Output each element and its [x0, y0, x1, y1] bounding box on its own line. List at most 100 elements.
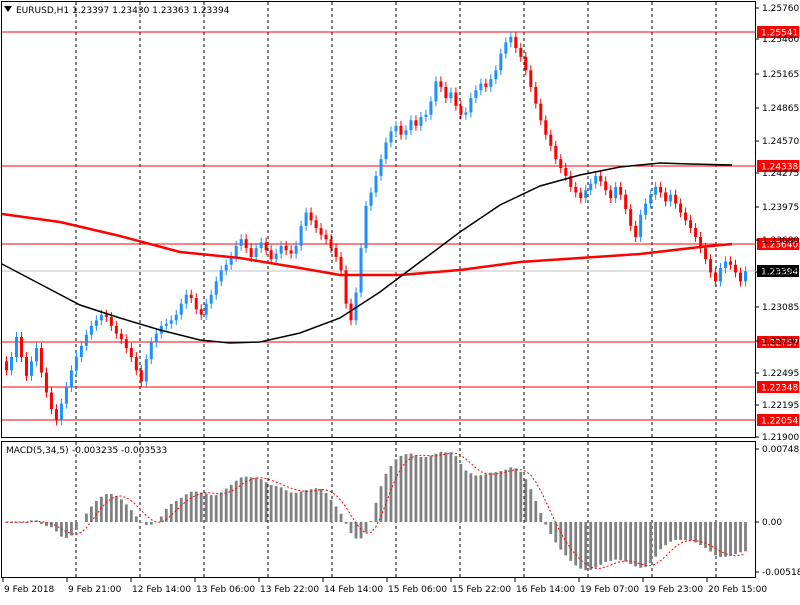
- candle-body: [150, 343, 153, 360]
- macd-bar: [340, 514, 343, 522]
- price-scale-label: 1.25760: [762, 4, 799, 14]
- macd-bar: [420, 457, 423, 522]
- macd-scale-label: 0.007483: [762, 445, 800, 455]
- candle-body: [195, 298, 198, 309]
- time-scale-label: 16 Feb 14:00: [516, 585, 575, 595]
- candle-body: [140, 370, 143, 381]
- macd-bar: [105, 494, 108, 522]
- candle-body: [674, 195, 677, 204]
- candle-body: [669, 195, 672, 202]
- macd-bar: [280, 487, 283, 522]
- candle-body: [559, 159, 562, 168]
- candle-body: [584, 190, 587, 198]
- candle-body: [180, 304, 183, 315]
- candle-body: [15, 337, 18, 357]
- macd-bar: [275, 486, 278, 522]
- candle-body: [125, 339, 128, 348]
- candle-body: [310, 212, 313, 220]
- candle-body: [589, 184, 592, 191]
- macd-bar: [529, 489, 532, 522]
- candle-body: [469, 98, 472, 112]
- macd-bar: [190, 492, 193, 522]
- candle-body: [50, 393, 53, 410]
- candle-body: [245, 239, 248, 248]
- price-scale-label: 1.23975: [762, 203, 799, 213]
- macd-bar: [679, 522, 682, 540]
- candle-body: [414, 120, 417, 126]
- candle-body: [619, 187, 622, 195]
- candle-body: [20, 337, 23, 357]
- candle-body: [659, 187, 662, 193]
- macd-bar: [524, 479, 527, 522]
- candle-body: [729, 261, 732, 264]
- macd-bar: [644, 522, 647, 567]
- price-scale[interactable]: 1.257601.254601.251651.248651.245701.242…: [756, 4, 800, 578]
- candle-body: [330, 239, 333, 248]
- candle-body: [604, 181, 607, 190]
- macd-bar: [534, 501, 537, 522]
- macd-bar: [435, 454, 438, 522]
- candle-body: [375, 176, 378, 193]
- macd-bar: [499, 471, 502, 522]
- macd-bar: [719, 522, 722, 557]
- macd-bar: [165, 509, 168, 522]
- candle-body: [305, 212, 308, 225]
- macd-bar: [509, 467, 512, 522]
- macd-bar: [215, 495, 218, 522]
- candle-body: [644, 204, 647, 215]
- macd-bar: [305, 490, 308, 522]
- macd-bar: [654, 522, 657, 557]
- macd-bar: [270, 485, 273, 522]
- candle-body: [85, 335, 88, 346]
- candle-body: [504, 42, 507, 53]
- candle-body: [185, 295, 188, 304]
- macd-values: -0.003235 -0.003533: [72, 446, 167, 456]
- candle-body: [724, 261, 727, 268]
- macd-bar: [410, 454, 413, 522]
- price-scale-label: 1.23385: [762, 268, 799, 278]
- candle-body: [135, 357, 138, 370]
- candle-body: [110, 317, 113, 326]
- candle-body: [394, 126, 397, 132]
- candle-body: [115, 326, 118, 334]
- macd-bar: [140, 522, 143, 523]
- macd-bar: [549, 522, 552, 534]
- macd-bar: [544, 522, 547, 525]
- time-scale-label: 9 Feb 2018: [4, 585, 55, 595]
- candle-body: [579, 192, 582, 198]
- candle-body: [679, 204, 682, 213]
- macd-bar: [125, 504, 128, 522]
- macd-bar: [494, 472, 497, 522]
- price-scale-label: 1.21900: [762, 433, 799, 443]
- macd-bar: [375, 503, 378, 522]
- macd-bar: [634, 522, 637, 567]
- ohlc-values: 1.23397 1.23430 1.23363 1.23394: [72, 6, 230, 16]
- candle-body: [534, 87, 537, 104]
- candle-body: [325, 235, 328, 239]
- macd-bar: [330, 500, 333, 522]
- candle-body: [664, 192, 667, 201]
- candle-body: [170, 320, 173, 323]
- macd-bar: [744, 522, 747, 551]
- macd-bar: [285, 490, 288, 522]
- candle-body: [439, 81, 442, 87]
- candle-body: [365, 206, 368, 248]
- price-pane-frame: [2, 2, 756, 438]
- candle-body: [215, 281, 218, 294]
- price-scale-label: 1.23085: [762, 303, 799, 313]
- candle-body: [624, 195, 627, 209]
- macd-bar: [85, 514, 88, 522]
- candle-body: [175, 315, 178, 321]
- macd-bar: [724, 522, 727, 557]
- candle-body: [554, 146, 557, 159]
- macd-bar: [689, 522, 692, 540]
- time-scale-label: 12 Feb 14:00: [132, 585, 191, 595]
- candle-body: [434, 81, 437, 101]
- candle-body: [594, 176, 597, 184]
- macd-bar: [474, 476, 477, 522]
- time-scale-label: 9 Feb 21:00: [68, 585, 122, 595]
- macd-bar: [210, 495, 213, 522]
